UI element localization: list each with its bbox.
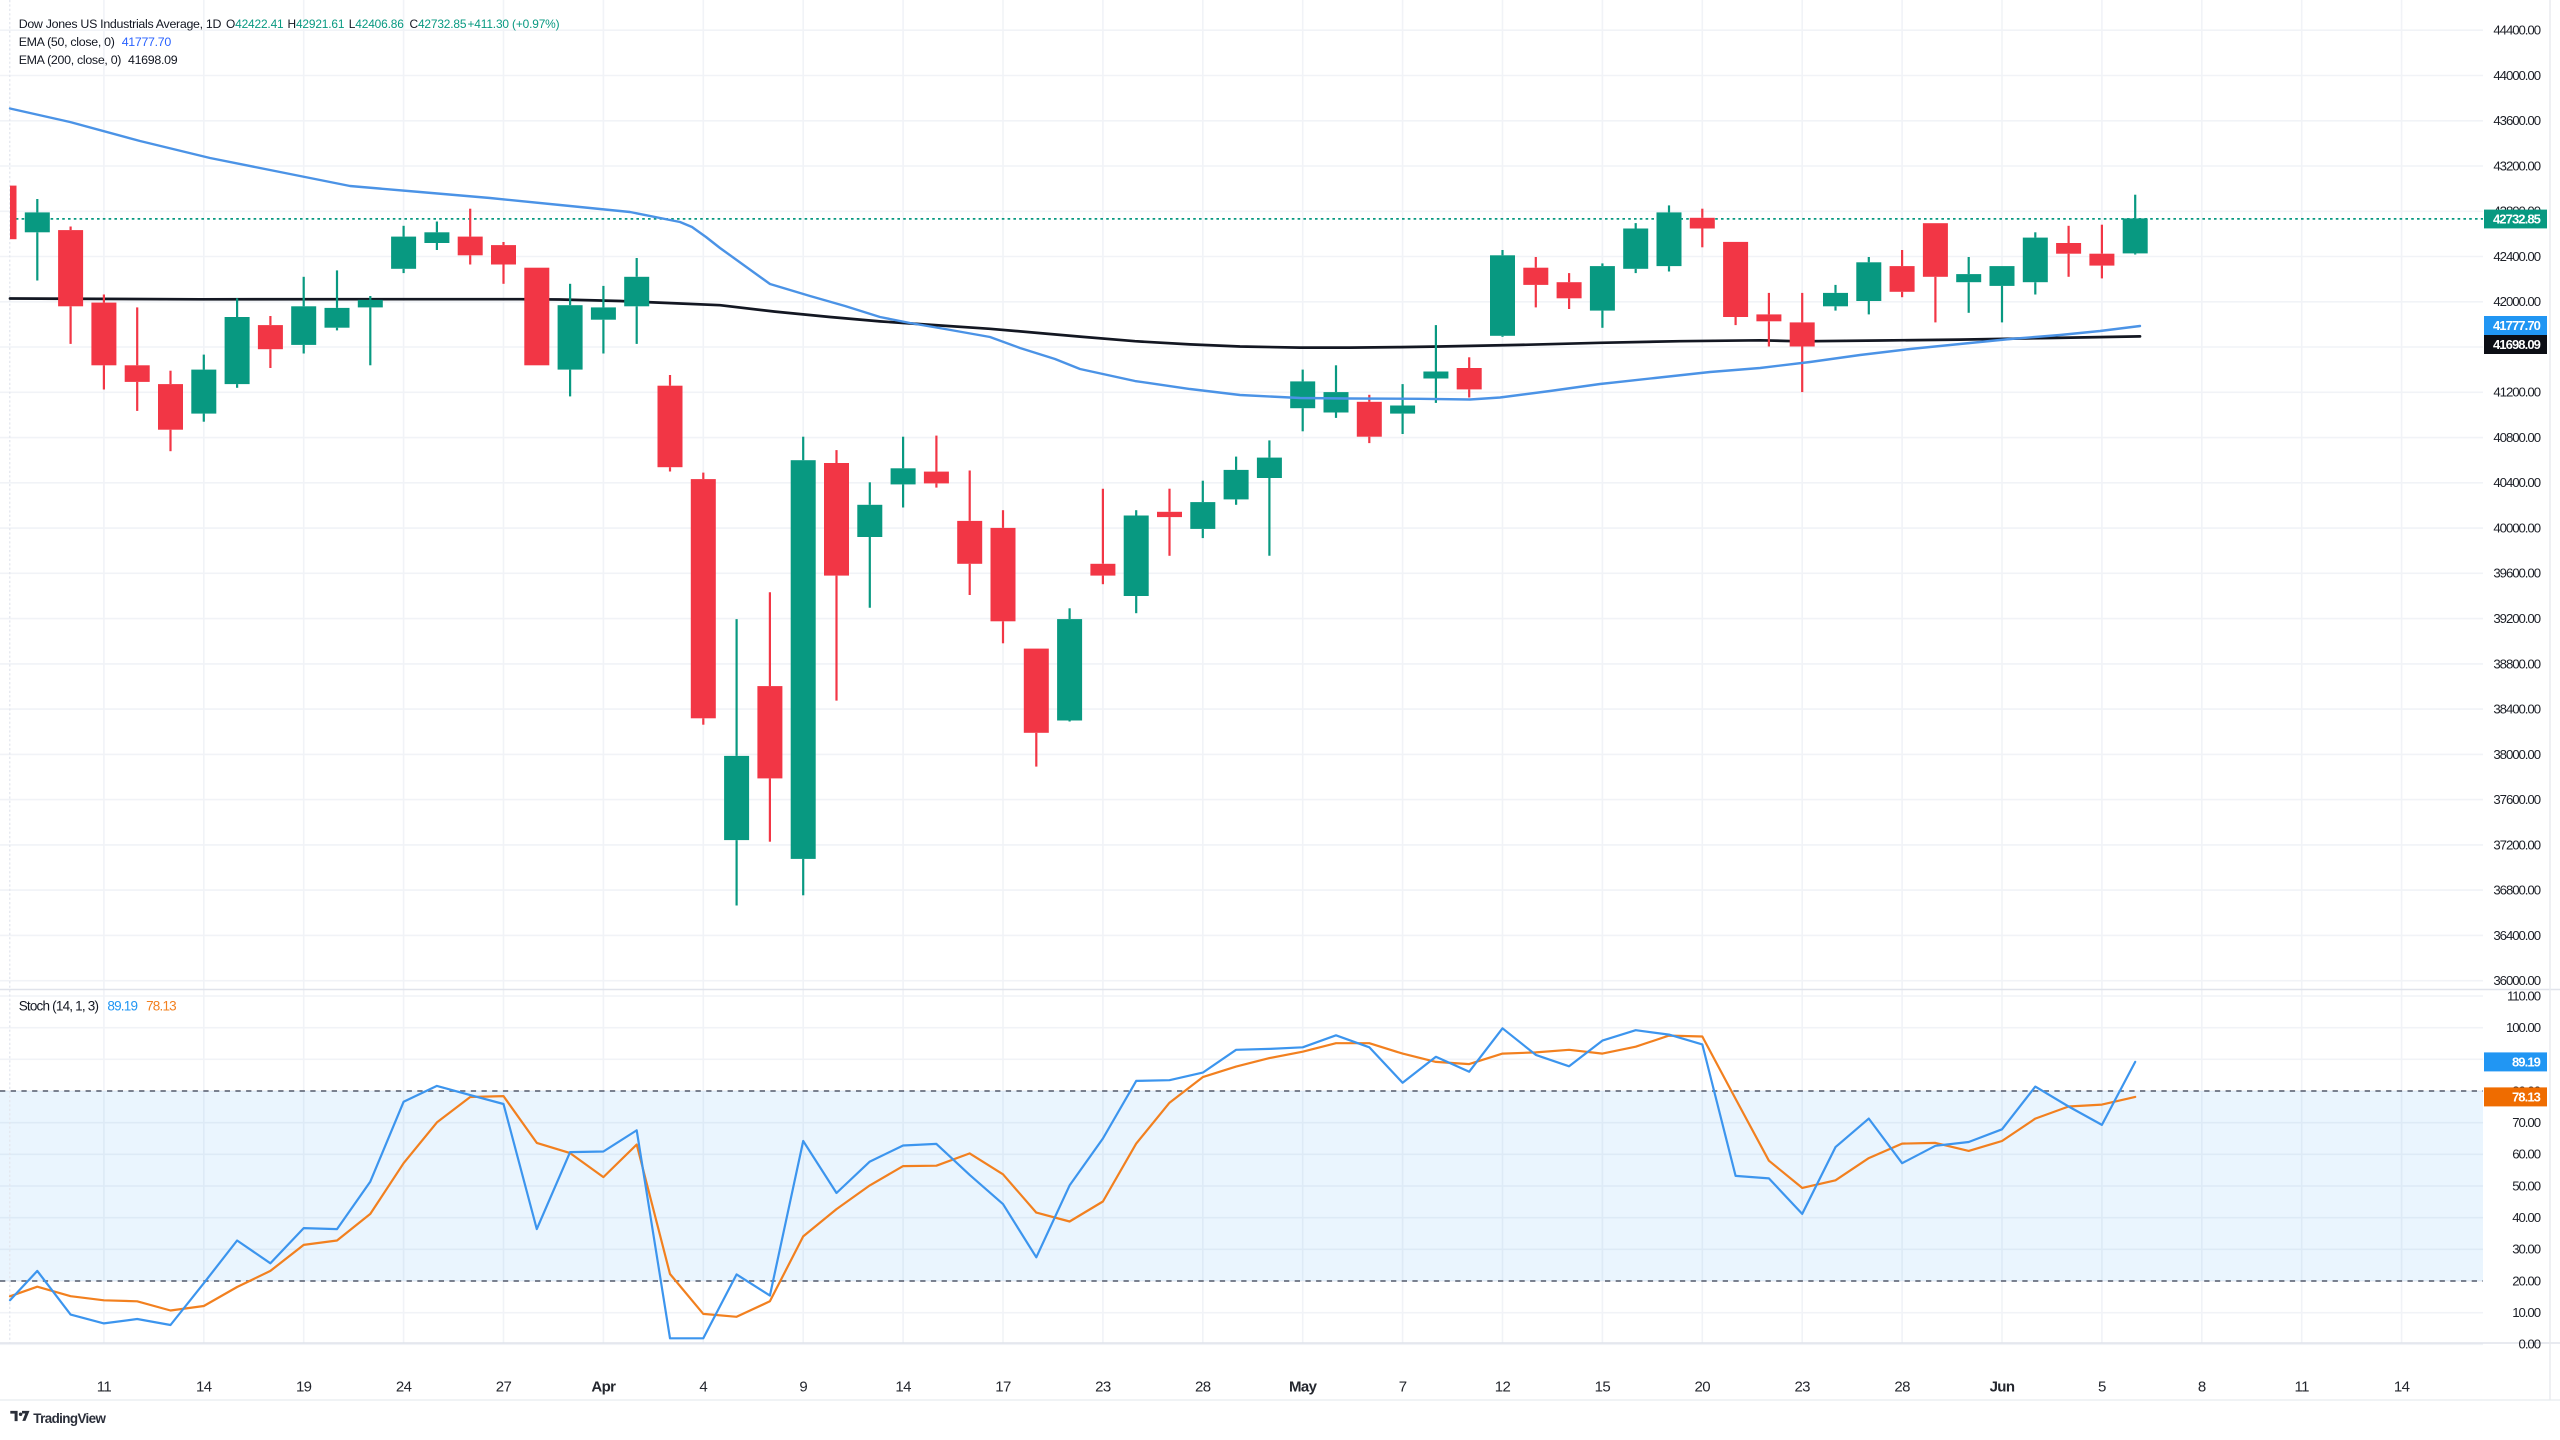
svg-text:11: 11 [2295,1378,2310,1395]
svg-text:40000.00: 40000.00 [2493,521,2540,536]
svg-text:C42732.85: C42732.85 [410,17,467,31]
svg-text:9: 9 [799,1378,807,1395]
svg-text:50.00: 50.00 [2512,1178,2540,1193]
svg-text:42400.00: 42400.00 [2493,249,2540,264]
svg-text:Stoch (14, 1, 3): Stoch (14, 1, 3) [19,998,99,1013]
svg-text:24: 24 [396,1378,412,1395]
svg-text:14: 14 [196,1378,212,1395]
svg-text:O42422.41: O42422.41 [226,17,284,31]
svg-text:110.00: 110.00 [2507,988,2541,1003]
svg-text:12: 12 [1495,1378,1511,1395]
svg-text:41777.70: 41777.70 [122,35,172,49]
svg-text:EMA (200, close, 0): EMA (200, close, 0) [19,53,122,67]
svg-text:43200.00: 43200.00 [2493,158,2540,173]
svg-text:36400.00: 36400.00 [2493,928,2540,943]
svg-text:40800.00: 40800.00 [2493,430,2540,445]
svg-text:4: 4 [699,1378,707,1395]
svg-text:40400.00: 40400.00 [2493,475,2540,490]
svg-text:78.13: 78.13 [146,998,176,1013]
svg-text:7: 7 [1399,1378,1407,1395]
svg-text:39600.00: 39600.00 [2493,566,2540,581]
svg-text:36000.00: 36000.00 [2493,973,2540,988]
svg-text:Dow Jones US Industrials Avera: Dow Jones US Industrials Average, 1D [19,17,222,31]
svg-text:TradingView: TradingView [33,1411,106,1426]
svg-text:5: 5 [2098,1378,2106,1395]
svg-text:28: 28 [1195,1378,1211,1395]
svg-text:40.00: 40.00 [2512,1210,2540,1225]
svg-text:14: 14 [895,1378,911,1395]
svg-text:36800.00: 36800.00 [2493,883,2540,898]
svg-text:H42921.61: H42921.61 [288,17,345,31]
svg-text:+411.30 (+0.97%): +411.30 (+0.97%) [468,17,560,31]
svg-text:38800.00: 38800.00 [2493,656,2540,671]
svg-text:38400.00: 38400.00 [2493,702,2540,717]
svg-text:41698.09: 41698.09 [128,53,178,67]
svg-text:11: 11 [97,1378,112,1395]
svg-text:37600.00: 37600.00 [2493,792,2540,807]
svg-text:42732.85: 42732.85 [2493,212,2541,227]
svg-text:37200.00: 37200.00 [2493,837,2540,852]
svg-text:89.19: 89.19 [2512,1055,2541,1070]
svg-text:38000.00: 38000.00 [2493,747,2540,762]
svg-text:41698.09: 41698.09 [2493,337,2541,352]
svg-text:L42406.86: L42406.86 [349,17,404,31]
svg-text:30.00: 30.00 [2512,1242,2540,1257]
svg-text:70.00: 70.00 [2512,1115,2540,1130]
svg-text:60.00: 60.00 [2512,1147,2540,1162]
svg-text:14: 14 [2394,1378,2410,1395]
svg-text:Jun: Jun [1990,1378,2015,1395]
svg-text:100.00: 100.00 [2506,1020,2541,1035]
svg-text:44000.00: 44000.00 [2493,68,2540,83]
svg-text:15: 15 [1595,1378,1611,1395]
svg-text:0.00: 0.00 [2519,1337,2541,1352]
svg-text:19: 19 [296,1378,312,1395]
svg-text:23: 23 [1095,1378,1111,1395]
svg-text:78.13: 78.13 [2512,1090,2541,1105]
svg-text:27: 27 [496,1378,512,1395]
svg-text:44400.00: 44400.00 [2493,23,2540,38]
svg-text:23: 23 [1794,1378,1810,1395]
svg-text:39200.00: 39200.00 [2493,611,2540,626]
svg-text:41777.70: 41777.70 [2493,318,2541,333]
svg-text:8: 8 [2198,1378,2206,1395]
svg-text:Apr: Apr [591,1378,616,1395]
svg-text:20.00: 20.00 [2512,1273,2540,1288]
svg-text:28: 28 [1894,1378,1910,1395]
svg-text:20: 20 [1695,1378,1711,1395]
svg-text:41200.00: 41200.00 [2493,385,2540,400]
svg-text:89.19: 89.19 [107,998,137,1013]
svg-text:43600.00: 43600.00 [2493,113,2540,128]
svg-text:EMA (50, close, 0): EMA (50, close, 0) [19,35,115,49]
svg-text:42000.00: 42000.00 [2493,294,2540,309]
svg-text:May: May [1289,1378,1318,1395]
svg-text:17: 17 [995,1378,1011,1395]
svg-text:10.00: 10.00 [2512,1305,2540,1320]
